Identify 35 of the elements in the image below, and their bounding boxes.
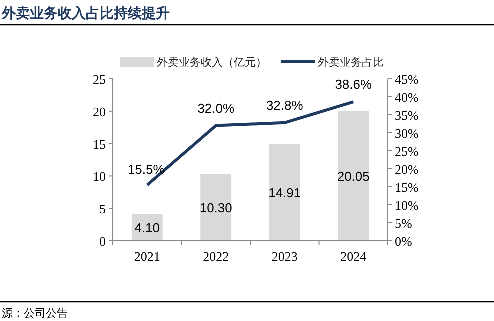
- y-tick-label: 20: [93, 104, 106, 120]
- y2-tick-label: 30%: [395, 126, 419, 141]
- x-tick-label: 2024: [340, 249, 368, 264]
- data-label: 20.05: [337, 169, 370, 184]
- x-tick-label: 2023: [272, 249, 298, 264]
- y2-tick-label: 35%: [395, 108, 419, 123]
- data-label: 15.5%: [128, 162, 166, 178]
- bar: [269, 144, 300, 241]
- y2-tick-label: 25%: [395, 144, 419, 159]
- x-tick-label: 2021: [134, 249, 160, 264]
- data-label: 32.0%: [198, 100, 235, 116]
- y2-tick-label: 10%: [395, 198, 419, 213]
- data-label: 38.6%: [335, 77, 372, 92]
- text: 源：公司公告: [2, 307, 68, 320]
- data-label: 4.10: [134, 220, 160, 236]
- y2-tick-label: 5%: [395, 216, 412, 231]
- y2-tick-label: 20%: [395, 162, 419, 177]
- y-tick-label: 5: [100, 202, 106, 217]
- y2-tick-label: 40%: [395, 90, 419, 105]
- bar: [200, 174, 232, 241]
- legend-label: 外卖业务占比: [318, 56, 384, 69]
- y2-tick-label: 45%: [395, 72, 419, 87]
- y-tick-label: 15: [93, 136, 106, 152]
- bar: [338, 111, 370, 241]
- legend-label: 外卖业务收入（亿元）: [157, 56, 267, 69]
- y-tick-label: 10: [93, 169, 106, 184]
- chart-title: 外卖业务收入占比持续提升: [1, 5, 170, 22]
- x-tick-label: 2022: [203, 249, 230, 264]
- y-tick-label: 0: [100, 234, 106, 249]
- data-label: 10.30: [200, 200, 232, 216]
- y-tick-label: 25: [93, 72, 106, 87]
- data-label: 14.91: [268, 186, 302, 201]
- y2-tick-label: 0%: [395, 234, 412, 249]
- y2-tick-label: 15%: [395, 180, 419, 195]
- data-label: 32.8%: [266, 98, 304, 113]
